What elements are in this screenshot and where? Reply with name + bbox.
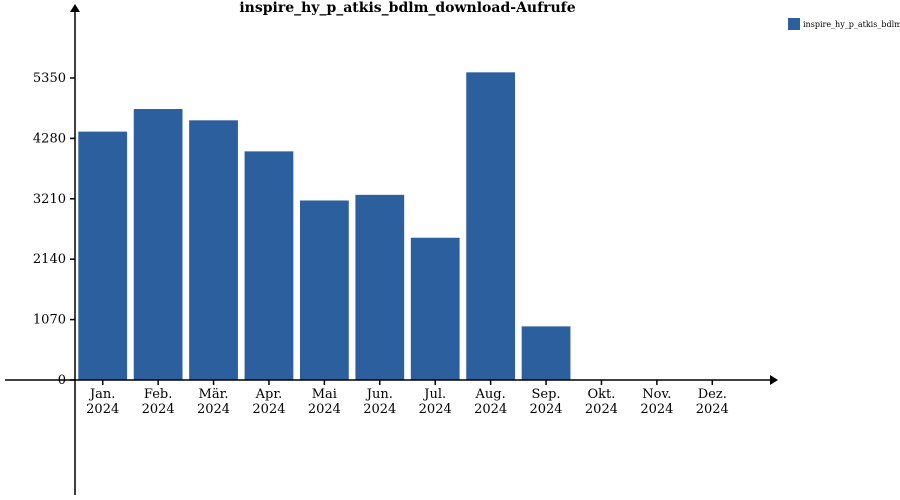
- y-tick-label: 4280: [33, 131, 66, 146]
- x-tick-label-year: 2024: [529, 402, 562, 417]
- y-tick-label: 2140: [33, 252, 66, 267]
- bar-chart: inspire_hy_p_atkis_bdlm_download-Aufrufe…: [0, 0, 900, 500]
- x-tick-label-month: Sep.: [532, 387, 561, 402]
- x-tick-label-month: Okt.: [588, 387, 616, 402]
- legend-label: inspire_hy_p_atkis_bdlm_download...: [803, 20, 900, 29]
- x-tick-label-month: Jun.: [365, 387, 393, 402]
- x-tick-label-month: Aug.: [475, 387, 506, 402]
- x-tick-label-month: Feb.: [144, 387, 172, 402]
- bar: [411, 238, 460, 380]
- x-tick-label-month: Mai: [312, 387, 337, 402]
- bar: [300, 200, 349, 380]
- x-tick-label-month: Nov.: [642, 387, 671, 402]
- y-tick-label: 5350: [33, 71, 66, 86]
- bar: [134, 109, 183, 380]
- x-tick-label-year: 2024: [696, 402, 729, 417]
- y-tick-label: 1070: [33, 313, 66, 328]
- chart-title: inspire_hy_p_atkis_bdlm_download-Aufrufe: [239, 0, 575, 16]
- x-tick-label-year: 2024: [419, 402, 452, 417]
- x-tick-label-year: 2024: [142, 402, 175, 417]
- y-axis-arrow: [70, 4, 80, 12]
- x-tick-label-month: Apr.: [255, 387, 283, 402]
- bar: [245, 151, 294, 380]
- x-tick-label-month: Jan.: [88, 387, 115, 402]
- x-tick-label-year: 2024: [640, 402, 673, 417]
- bar: [78, 132, 127, 380]
- x-tick-label-year: 2024: [474, 402, 507, 417]
- bar: [355, 195, 404, 380]
- x-tick-label-month: Dez.: [698, 387, 727, 402]
- bar: [466, 72, 515, 380]
- x-tick-label-year: 2024: [585, 402, 618, 417]
- bar: [189, 120, 238, 380]
- x-tick-label-year: 2024: [308, 402, 341, 417]
- x-tick-label-month: Jul.: [422, 387, 446, 402]
- x-tick-label-year: 2024: [252, 402, 285, 417]
- legend-swatch: [788, 18, 800, 30]
- x-tick-label-year: 2024: [197, 402, 230, 417]
- y-tick-label: 3210: [33, 192, 66, 207]
- x-tick-label-month: Mär.: [199, 387, 229, 402]
- x-tick-label-year: 2024: [363, 402, 396, 417]
- y-tick-label: 0: [58, 373, 66, 388]
- x-tick-label-year: 2024: [86, 402, 119, 417]
- bar: [522, 326, 571, 380]
- x-axis-arrow: [770, 375, 778, 385]
